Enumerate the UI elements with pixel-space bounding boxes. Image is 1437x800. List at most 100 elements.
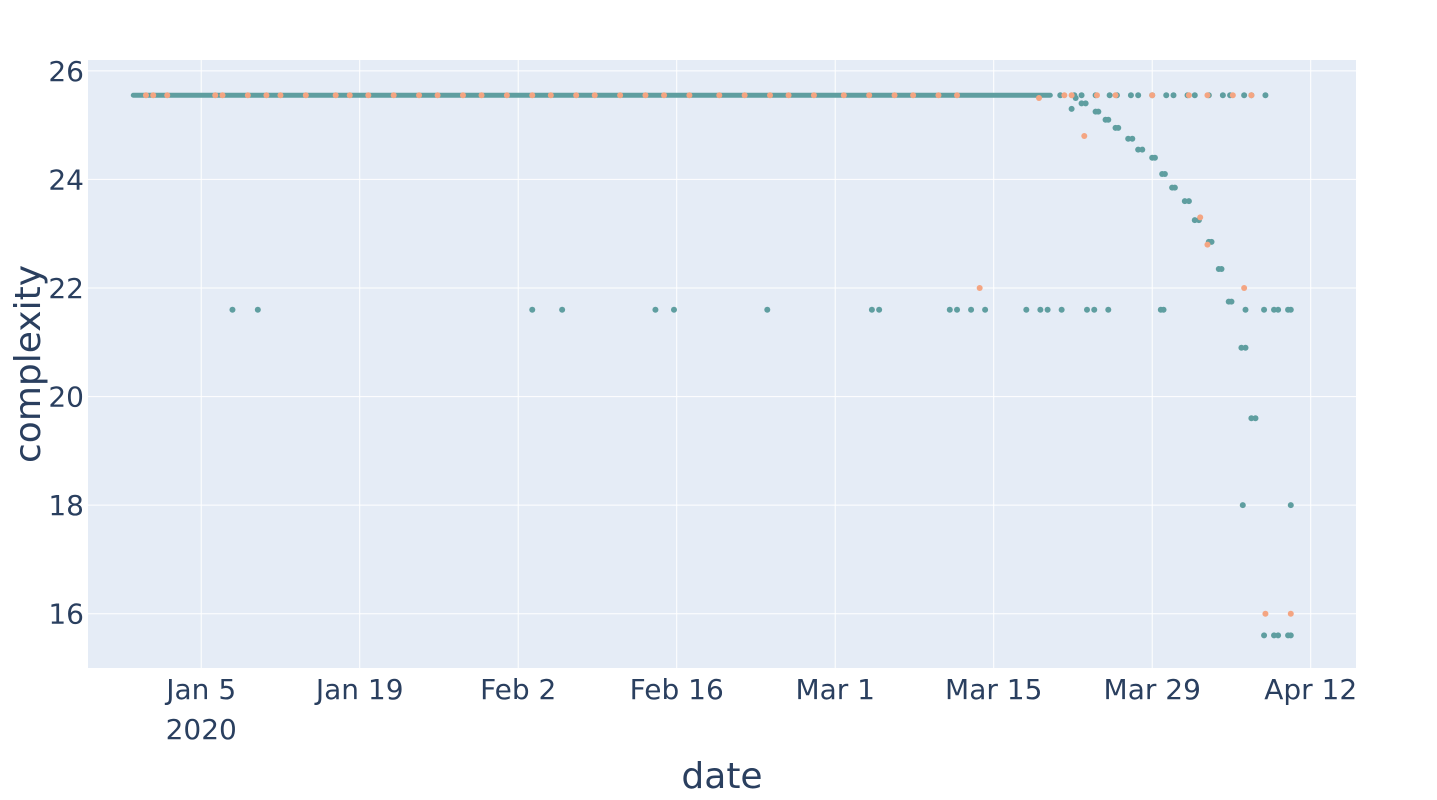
point-salmon <box>390 92 397 99</box>
y-tick-label: 22 <box>48 272 84 305</box>
point-teal <box>1271 306 1278 313</box>
x-tick-label: Mar 1 <box>795 673 875 706</box>
x-axis-title: date <box>681 756 762 797</box>
point-salmon <box>1287 610 1294 617</box>
point-salmon <box>1112 92 1119 99</box>
point-salmon <box>503 92 510 99</box>
point-salmon <box>1197 214 1204 221</box>
point-teal <box>1135 92 1142 99</box>
point-salmon <box>1204 92 1211 99</box>
point-salmon <box>661 92 668 99</box>
point-teal <box>1095 108 1102 115</box>
point-salmon <box>302 92 309 99</box>
point-teal <box>1181 198 1188 205</box>
point-salmon <box>1185 92 1192 99</box>
y-tick-label: 16 <box>48 598 84 631</box>
point-teal <box>1115 124 1122 131</box>
data-points <box>142 92 1294 639</box>
point-teal <box>1163 92 1170 99</box>
point-salmon <box>529 92 536 99</box>
point-teal <box>868 306 875 313</box>
point-salmon <box>954 92 961 99</box>
point-salmon <box>1262 610 1269 617</box>
point-teal <box>1161 171 1168 177</box>
x-tick-label: Apr 12 <box>1264 673 1357 706</box>
x-tick-label: Mar 29 <box>1104 673 1201 706</box>
point-teal <box>1037 306 1044 313</box>
point-salmon <box>866 92 873 99</box>
point-salmon <box>741 92 748 99</box>
point-teal <box>1078 92 1085 99</box>
point-salmon <box>591 92 598 99</box>
point-salmon <box>263 92 270 99</box>
point-teal <box>876 306 883 313</box>
x-tick-sublabel: 2020 <box>166 713 237 746</box>
x-tick-label: Jan 19 <box>314 673 404 706</box>
y-tick-label: 26 <box>48 55 84 88</box>
point-teal <box>1219 92 1226 99</box>
point-salmon <box>365 92 372 99</box>
point-teal <box>1151 154 1158 161</box>
point-teal <box>1127 92 1134 99</box>
point-teal <box>1262 92 1269 99</box>
point-salmon <box>891 92 898 99</box>
point-salmon <box>547 92 554 99</box>
point-salmon <box>910 92 917 99</box>
point-teal <box>1271 632 1278 639</box>
point-teal <box>1228 298 1235 305</box>
point-teal <box>652 306 659 313</box>
point-teal <box>968 306 975 313</box>
point-teal <box>1287 502 1294 509</box>
point-teal <box>1023 306 1030 313</box>
point-teal <box>1160 306 1167 313</box>
y-axis-ticks: 16 18 20 22 24 26 <box>48 55 84 631</box>
point-teal <box>764 306 771 313</box>
point-teal <box>1105 116 1112 123</box>
point-salmon <box>1068 92 1075 99</box>
point-salmon <box>1061 92 1068 99</box>
point-salmon <box>840 92 847 99</box>
x-tick-label: Feb 2 <box>480 673 556 706</box>
point-teal <box>1078 100 1085 107</box>
point-salmon <box>785 92 792 99</box>
point-teal <box>254 306 261 313</box>
point-teal <box>1241 92 1248 99</box>
x-tick-label: Mar 15 <box>945 673 1042 706</box>
point-salmon <box>478 92 485 99</box>
point-salmon <box>332 92 339 99</box>
point-salmon <box>416 92 423 99</box>
point-salmon <box>976 285 983 291</box>
gridlines <box>88 60 1356 668</box>
point-teal <box>1058 306 1065 313</box>
y-tick-label: 18 <box>48 489 84 522</box>
point-salmon <box>767 92 774 99</box>
point-salmon <box>434 92 441 99</box>
point-teal <box>670 306 677 313</box>
point-salmon <box>459 92 466 99</box>
point-salmon <box>150 92 157 99</box>
point-teal <box>529 306 536 313</box>
x-axis-ticks: Jan 5 2020 Jan 19 Feb 2 Feb 16 Mar 1 Mar 15 Mar… <box>164 673 1357 746</box>
point-teal <box>1084 306 1091 313</box>
point-teal <box>1105 306 1112 313</box>
point-teal <box>954 306 961 313</box>
point-teal <box>1170 92 1177 99</box>
point-teal <box>1238 344 1245 351</box>
point-teal <box>1287 632 1294 639</box>
x-tick-label: Feb 16 <box>630 673 724 706</box>
point-salmon <box>346 92 353 99</box>
point-salmon <box>1204 241 1211 248</box>
point-teal <box>1239 502 1246 509</box>
point-salmon <box>573 92 580 99</box>
point-teal <box>1125 135 1132 142</box>
point-teal <box>1044 306 1051 313</box>
point-salmon <box>686 92 693 99</box>
point-teal <box>1218 266 1225 272</box>
point-teal <box>1287 306 1294 313</box>
point-salmon <box>810 92 817 99</box>
point-salmon <box>219 92 226 99</box>
point-teal <box>946 306 953 313</box>
point-teal <box>1171 184 1178 191</box>
point-salmon <box>617 92 624 99</box>
